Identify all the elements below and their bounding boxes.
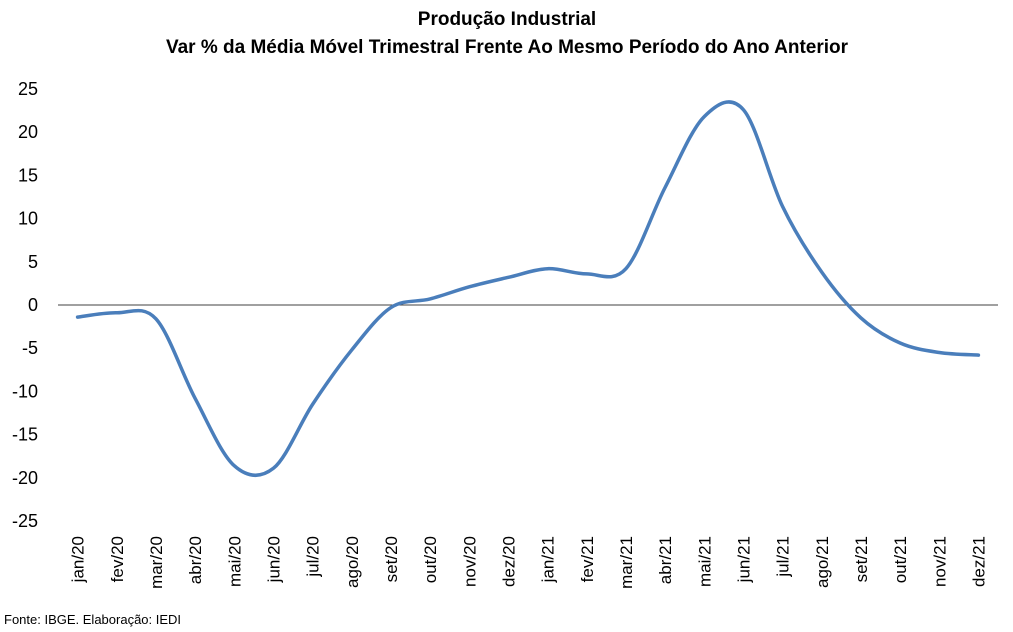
x-tick-label: mai/21 — [695, 536, 714, 587]
x-tick-label: abr/20 — [186, 536, 205, 584]
x-tick-label: set/21 — [852, 536, 871, 582]
y-tick-label: 20 — [18, 122, 38, 142]
x-tick-label: jul/20 — [304, 536, 323, 578]
x-tick-label: jan/20 — [69, 536, 88, 583]
y-tick-label: 25 — [18, 79, 38, 99]
x-tick-label: nov/21 — [930, 536, 949, 587]
x-tick-label: fev/21 — [578, 536, 597, 582]
y-tick-label: 0 — [28, 295, 38, 315]
x-tick-label: abr/21 — [656, 536, 675, 584]
y-axis: 25 20 15 10 5 0 -5 -10 -15 -20 -25 — [12, 79, 38, 531]
x-tick-label: set/20 — [382, 536, 401, 582]
y-tick-label: -25 — [12, 511, 38, 531]
x-axis: jan/20 fev/20 mar/20 abr/20 mai/20 jun/20 jul/… — [69, 536, 989, 589]
y-tick-label: 5 — [28, 252, 38, 272]
x-tick-label: out/21 — [891, 536, 910, 583]
x-tick-label: nov/20 — [460, 536, 479, 587]
x-tick-label: out/20 — [421, 536, 440, 583]
source-note: Fonte: IBGE. Elaboração: IEDI — [4, 612, 181, 627]
x-tick-label: ago/20 — [343, 536, 362, 588]
y-tick-label: -20 — [12, 468, 38, 488]
x-tick-label: fev/20 — [108, 536, 127, 582]
x-tick-label: mai/20 — [225, 536, 244, 587]
y-tick-label: -5 — [22, 338, 38, 358]
series-line — [75, 100, 981, 477]
y-tick-label: -10 — [12, 381, 38, 401]
y-tick-label: -15 — [12, 425, 38, 445]
x-tick-label: jul/21 — [774, 536, 793, 578]
plot-area — [58, 100, 998, 477]
y-tick-label: 10 — [18, 209, 38, 229]
x-tick-label: jan/21 — [539, 536, 558, 583]
x-tick-label: dez/20 — [499, 536, 518, 587]
y-tick-label: 15 — [18, 165, 38, 185]
x-tick-label: mar/20 — [147, 536, 166, 589]
x-tick-label: jun/20 — [264, 536, 283, 583]
chart-title: Produção Industrial — [418, 9, 596, 30]
x-tick-label: jun/21 — [734, 536, 753, 583]
x-tick-label: ago/21 — [813, 536, 832, 588]
chart-subtitle: Var % da Média Móvel Trimestral Frente A… — [166, 37, 849, 58]
x-tick-label: dez/21 — [969, 536, 988, 587]
x-tick-label: mar/21 — [617, 536, 636, 589]
